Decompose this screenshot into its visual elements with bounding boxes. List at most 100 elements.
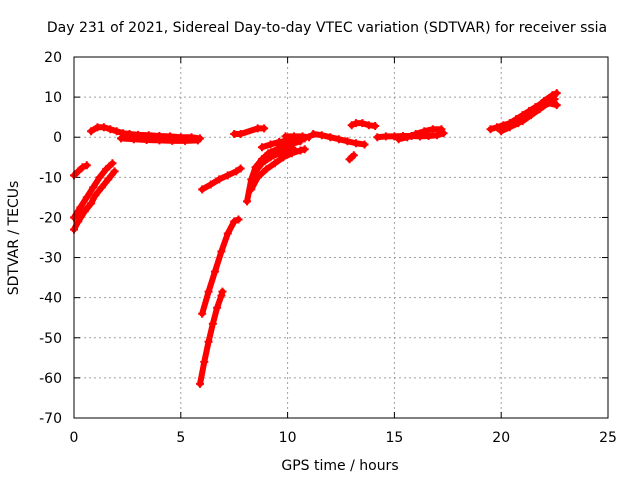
- series-track-p: [347, 119, 380, 130]
- y-tick-label: -60: [39, 371, 62, 387]
- data-point: [110, 167, 119, 176]
- axis-ticks: 0 5 10 15 20 25 -70 -60 -50 -40 -30 -20 -10 0 10 20: [39, 50, 617, 446]
- y-tick-label: -10: [39, 170, 62, 186]
- data-point: [373, 133, 382, 142]
- data-point: [236, 164, 245, 173]
- data-point: [198, 309, 207, 318]
- data-point: [89, 183, 98, 192]
- data-point: [97, 183, 106, 192]
- data-point: [234, 215, 243, 224]
- data-point: [95, 173, 104, 182]
- data-point: [204, 337, 213, 346]
- data-point: [223, 171, 232, 180]
- data-point: [129, 135, 138, 144]
- grid-lines: [74, 57, 608, 418]
- data-point: [390, 132, 399, 141]
- data-point: [262, 165, 271, 174]
- data-point: [326, 133, 335, 142]
- data-point: [260, 124, 269, 133]
- data-point: [74, 217, 83, 226]
- series-track-c: [70, 159, 117, 222]
- y-tick-label: 0: [53, 130, 62, 146]
- data-point: [349, 151, 358, 160]
- data-point: [281, 132, 290, 141]
- data-point: [309, 130, 318, 139]
- data-point: [208, 319, 217, 328]
- data-point: [411, 130, 420, 139]
- data-point: [218, 287, 227, 296]
- data-point: [334, 135, 343, 144]
- data-point: [290, 132, 299, 141]
- x-axis-label: GPS time / hours: [281, 458, 398, 474]
- data-point: [106, 125, 115, 134]
- data-point: [552, 89, 561, 98]
- data-point: [232, 167, 241, 176]
- x-tick-label: 25: [599, 430, 617, 446]
- data-point: [424, 132, 433, 141]
- data-point: [360, 140, 369, 149]
- data-point: [102, 165, 111, 174]
- y-tick-label: -50: [39, 331, 62, 347]
- data-point: [196, 379, 205, 388]
- data-point: [351, 139, 360, 148]
- series-track-h: [198, 164, 245, 194]
- data-point: [317, 131, 326, 140]
- x-tick-label: 5: [176, 430, 185, 446]
- x-tick-label: 15: [385, 430, 403, 446]
- data-point: [343, 137, 352, 146]
- y-tick-label: 20: [44, 50, 62, 66]
- data-point: [168, 136, 177, 145]
- data-point: [304, 133, 313, 142]
- series-track-n: [281, 132, 313, 142]
- data-point: [80, 207, 89, 216]
- data-point: [206, 180, 215, 189]
- data-point: [193, 136, 202, 145]
- plot-frame: [73, 56, 609, 419]
- series-track-q: [345, 151, 358, 164]
- data-point: [257, 159, 266, 168]
- series-track-f: [198, 215, 243, 318]
- x-tick-label: 10: [279, 430, 297, 446]
- data-point: [181, 136, 190, 145]
- data-point: [266, 140, 275, 149]
- y-axis-label: SDTVAR / TECUs: [6, 181, 22, 296]
- data-point: [394, 135, 403, 144]
- series-track-u: [497, 89, 561, 136]
- series-trail: [71, 168, 118, 233]
- data-point: [87, 127, 96, 136]
- data-point: [91, 191, 100, 200]
- data-point: [347, 121, 356, 130]
- data-point: [437, 125, 446, 134]
- data-point: [198, 185, 207, 194]
- data-point: [78, 163, 87, 172]
- series-track-a: [70, 161, 91, 180]
- data-point: [251, 167, 260, 176]
- data-point: [548, 91, 557, 100]
- data-point: [486, 125, 495, 134]
- data-point: [230, 217, 239, 226]
- series-track-s: [394, 125, 446, 144]
- data-point: [420, 127, 429, 136]
- data-point: [492, 123, 501, 132]
- data-point: [217, 291, 226, 300]
- series-track-g: [196, 287, 227, 388]
- data-point: [371, 121, 380, 130]
- data-point: [200, 357, 209, 366]
- data-point: [428, 125, 437, 134]
- data-point: [535, 105, 544, 114]
- data-point: [99, 123, 108, 132]
- data-point: [87, 199, 96, 208]
- series-track-v: [518, 99, 561, 126]
- data-point: [275, 138, 284, 147]
- data-point: [257, 143, 266, 152]
- data-point: [217, 247, 226, 256]
- data-point: [112, 127, 121, 136]
- y-tick-label: -20: [39, 210, 62, 226]
- y-tick-label: -30: [39, 251, 62, 267]
- series-trail: [71, 162, 90, 179]
- data-point: [275, 149, 284, 158]
- series-track-o: [309, 130, 369, 149]
- data-point: [104, 175, 113, 184]
- data-point: [215, 175, 224, 184]
